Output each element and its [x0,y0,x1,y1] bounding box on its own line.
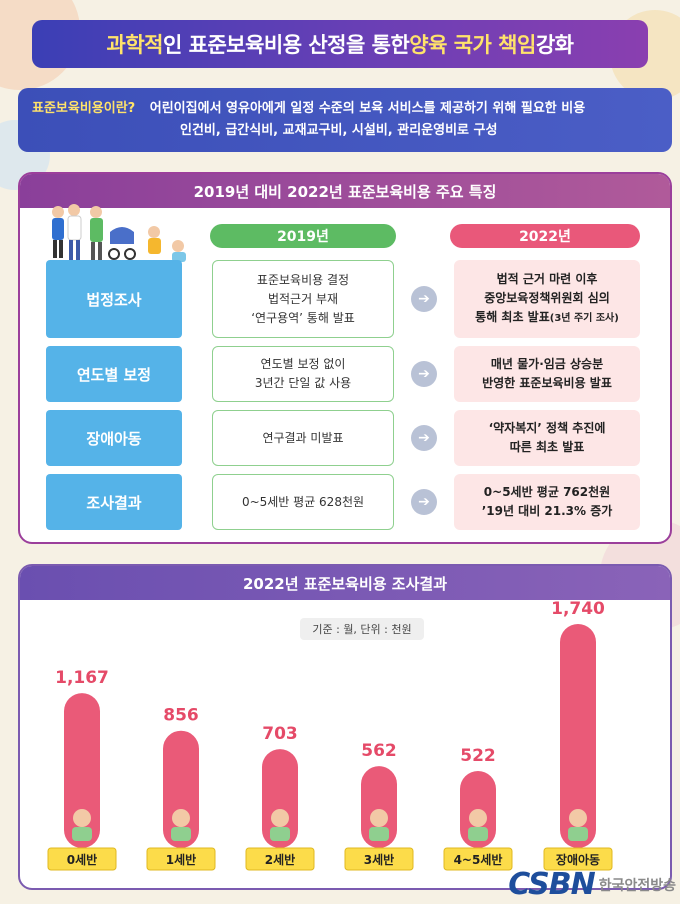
column-header-2022: 2022년 [450,224,640,248]
title-highlight-2: 양육 국가 책임 [409,33,536,57]
title-highlight-1: 과학적 [106,33,164,57]
cell-2019-disabled-children: 연구결과 미발표 [212,410,394,466]
cell-2019-annual-adjustment: 연도별 보정 없이 3년간 단일 값 사용 [212,346,394,402]
arrow-right-icon: ➔ [411,489,437,515]
category-label-box [146,847,216,871]
child-figure [468,827,488,841]
cell-2019-legal-survey: 표준보육비용 결정 법적근거 부재 ‘연구용역’ 통해 발표 [212,260,394,338]
row-label-disabled-children: 장애아동 [46,410,182,466]
definition-label: 표준보육비용이란? [32,101,136,116]
title-text-2: 강화 [535,33,574,57]
chart-value-label: 1,167 [55,668,109,688]
cell-text: 연도별 보정 없이 [260,357,346,371]
cell-text-with-note: 통해 최초 발표(3년 주기 조사) [475,308,619,328]
column-header-2019: 2019년 [210,224,396,248]
category-label-box [47,847,117,871]
chart-bar [163,730,199,848]
cell-text: ‘약자복지’ 정책 추진에 [488,421,606,435]
cell-text: 0~5세반 평균 628천원 [241,494,365,509]
category-label: 장애아동 [556,852,600,867]
title-text-1: 인 표준보육비용 산정을 통한 [163,33,410,57]
cell-text: 매년 물가·임금 상승분 [490,357,604,371]
cell-2019-survey-result: 0~5세반 평균 628천원 [212,474,394,530]
cell-2022-disabled-children: ‘약자복지’ 정책 추진에 따른 최초 발표 [454,410,640,466]
cell-2022-annual-adjustment: 매년 물가·임금 상승분 반영한 표준보육비용 발표 [454,346,640,402]
watermark-text: 한국안전방송 [598,877,676,894]
category-label: 1세반 [166,852,196,867]
cell-2022-legal-survey: 법적 근거 마련 이후 중앙보육정책위원회 심의 통해 최초 발표(3년 주기 … [454,260,640,338]
cell-text: 법적근거 부재 [267,291,339,306]
arrow-right-icon: ➔ [411,425,437,451]
chart-value-label: 1,740 [551,599,605,619]
chart-value-label: 703 [262,724,298,744]
chart-bar [262,749,298,848]
family-illustration [52,204,186,262]
category-label: 3세반 [364,852,394,867]
cell-text: ’19년 대비 21.3% 증가 [481,504,613,518]
results-bar-chart: 1,167 0세반 856 1세반 703 2세반 562 3세반 522 4~5세반 1,740 장… [47,599,613,871]
cell-text: 법적 근거 마련 이후 [496,272,598,286]
child-figure [569,809,587,827]
row-label-annual-adjustment: 연도별 보정 [46,346,182,402]
cell-text: 표준보육비용 결정 [256,272,350,287]
comparison-heading: 2019년 대비 2022년 표준보육비용 주요 특징 [20,174,670,208]
chart-bar [361,766,397,848]
chart-value-label: 856 [163,706,199,726]
category-label-box [543,847,613,871]
cell-text: 연구결과 미발표 [262,430,344,445]
chart-value-label: 562 [361,741,397,761]
main-title: 과학적 인 표준보육비용 산정을 통한 양육 국가 책임 강화 [32,20,648,68]
child-figure [469,809,487,827]
watermark-logo: CSBN [508,867,596,902]
cell-text: 통해 최초 발표 [475,310,550,324]
child-figure [72,827,92,841]
chart-bar [64,693,100,848]
comparison-panel: 2019년 대비 2022년 표준보육비용 주요 특징 2019년 2022년 … [18,172,672,544]
child-figure [73,809,91,827]
arrow-right-icon: ➔ [411,361,437,387]
row-label-legal-survey: 법정조사 [46,260,182,338]
category-label: 2세반 [265,852,295,867]
arrow-right-icon: ➔ [411,286,437,312]
category-label-box [443,847,513,871]
cell-text: 0~5세반 평균 762천원 [483,485,611,499]
child-figure [568,827,588,841]
child-figure [172,809,190,827]
cell-text: 따른 최초 발표 [509,440,585,454]
definition-box: 표준보육비용이란? 어린이집에서 영유아에게 일정 수준의 보육 서비스를 제공… [18,88,672,152]
category-label-box [245,847,315,871]
results-panel: 2022년 표준보육비용 조사결과 기준 : 월, 단위 : 천원 1,167 0… [18,564,672,890]
child-figure [369,827,389,841]
cell-text: 3년간 단일 값 사용 [254,376,352,390]
category-label-box [344,847,414,871]
cell-note: (3년 주기 조사) [549,313,619,324]
category-label: 0세반 [67,852,97,867]
cell-text: 반영한 표준보육비용 발표 [482,376,612,390]
cell-text: ‘연구용역’ 통해 발표 [251,310,355,325]
child-figure [370,809,388,827]
child-figure [271,809,289,827]
unit-note: 기준 : 월, 단위 : 천원 [300,618,424,640]
cell-2022-survey-result: 0~5세반 평균 762천원 ’19년 대비 21.3% 증가 [454,474,640,530]
child-figure [270,827,290,841]
watermark: CSBN 한국안전방송 [508,867,676,902]
definition-line1: 어린이집에서 영유아에게 일정 수준의 보육 서비스를 제공하기 위해 필요한 … [149,101,586,116]
chart-value-label: 522 [460,746,496,766]
results-heading: 2022년 표준보육비용 조사결과 [20,566,670,600]
cell-text: 중앙보육정책위원회 심의 [484,291,610,305]
category-label: 4~5세반 [454,852,503,867]
chart-bar [560,624,596,848]
child-figure [171,827,191,841]
row-label-survey-result: 조사결과 [46,474,182,530]
definition-line2: 인건비, 급간식비, 교재교구비, 시설비, 관리운영비로 구성 [180,123,498,138]
